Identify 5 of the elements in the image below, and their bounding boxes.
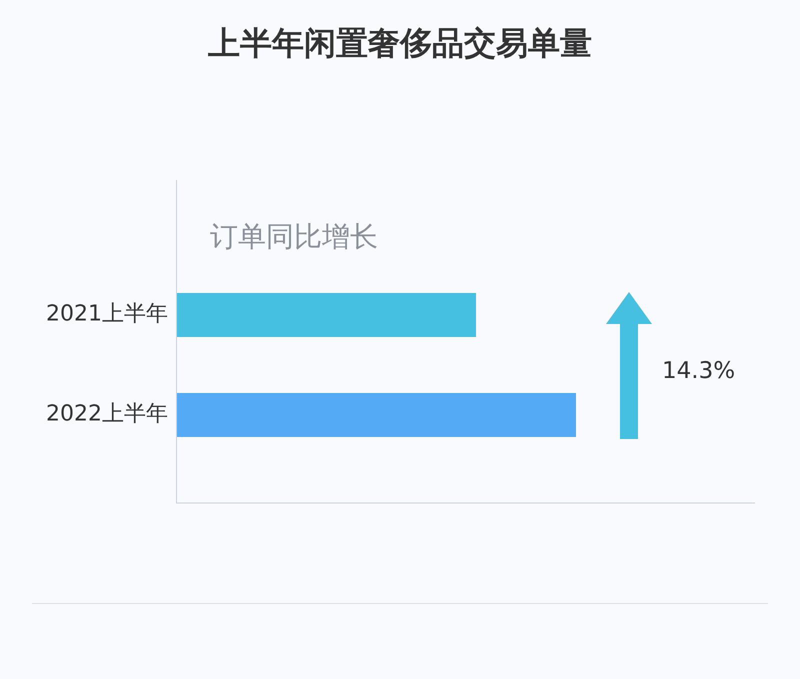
y-tick-label: 2022上半年 bbox=[46, 402, 168, 427]
chart-title: 上半年闲置奢侈品交易单量 bbox=[207, 23, 593, 64]
text: 14.3% bbox=[662, 358, 736, 384]
annotation: 订单同比增长 bbox=[210, 219, 378, 255]
y-tick-label: 2021上半年 bbox=[46, 302, 168, 327]
